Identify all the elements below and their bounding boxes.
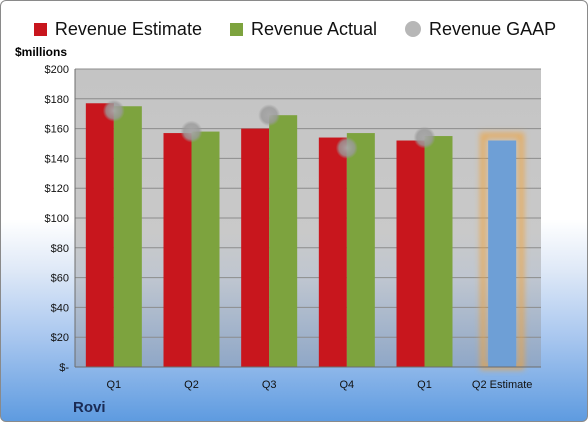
bar-revenue-actual [424, 136, 453, 367]
bar-revenue-actual [191, 131, 220, 367]
bar-revenue-estimate [163, 133, 192, 367]
legend-label-gaap: Revenue GAAP [429, 18, 557, 39]
y-tick-label: $100 [45, 213, 69, 225]
y-tick-label: $140 [45, 153, 69, 165]
point-revenue-gaap [102, 99, 125, 122]
point-revenue-gaap [258, 104, 281, 127]
y-tick-label: $160 [45, 124, 69, 136]
legend-item-estimate: Revenue Estimate [33, 18, 202, 40]
legend-label-actual: Revenue Actual [250, 18, 378, 39]
legend-item-actual: Revenue Actual [229, 18, 378, 40]
x-tick-label: Q1 [106, 379, 121, 391]
company-name: Rovi [73, 399, 106, 416]
y-tick-label: $200 [45, 64, 69, 76]
y-tick-label: $120 [45, 183, 69, 195]
legend-swatch-estimate [33, 22, 47, 36]
bar-revenue-actual [113, 106, 142, 367]
legend-label-estimate: Revenue Estimate [54, 18, 202, 39]
x-tick-label: Q2 [184, 379, 199, 391]
y-tick-label: $60 [51, 273, 69, 285]
bar-future-estimate [488, 140, 517, 367]
legend-swatch-gaap [405, 21, 422, 37]
x-tick-label: Q2 Estimate [472, 379, 533, 391]
bar-revenue-estimate [85, 103, 114, 368]
bar-revenue-estimate [241, 128, 270, 367]
bar-revenue-actual [269, 115, 298, 367]
y-tick-label: $20 [51, 332, 69, 344]
bar-revenue-estimate [318, 137, 347, 367]
x-tick-label: Q3 [262, 379, 277, 391]
y-tick-label: $40 [51, 302, 69, 314]
point-revenue-gaap [180, 120, 203, 143]
x-tick-label: Q1 [417, 379, 432, 391]
bar-revenue-actual [346, 133, 375, 367]
x-tick-label: Q4 [339, 379, 354, 391]
legend-swatch-actual [229, 22, 243, 36]
y-axis-unit-label: $millions [15, 45, 68, 59]
y-tick-label: $- [59, 362, 69, 374]
bar-revenue-estimate [396, 140, 425, 367]
legend-item-gaap: Revenue GAAP [405, 19, 556, 40]
legend: Revenue Estimate Revenue Actual Revenue … [1, 15, 587, 43]
point-revenue-gaap [413, 126, 436, 149]
point-revenue-gaap [335, 136, 358, 159]
y-tick-label: $80 [51, 243, 69, 255]
y-tick-label: $180 [45, 94, 69, 106]
